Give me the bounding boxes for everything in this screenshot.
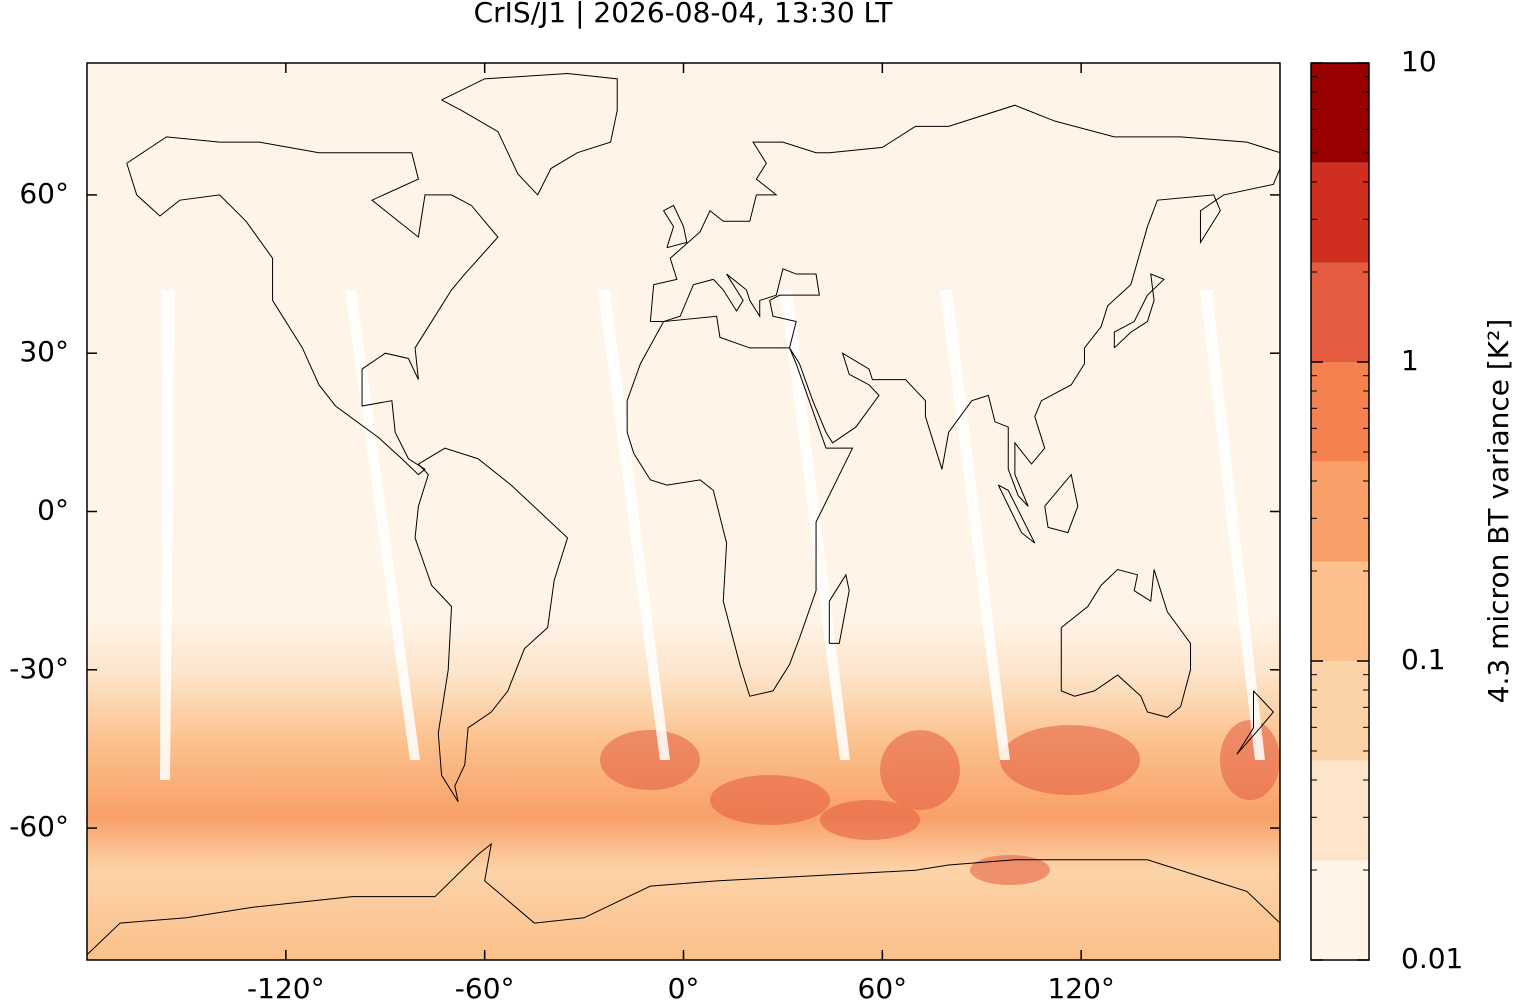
colorbar-level [1311,461,1369,562]
chart-title: CrIS/J1 | 2026-08-04, 13:30 LT [474,0,894,29]
coastline [1236,690,1275,755]
x-tick-label: -60° [455,972,515,1002]
y-tick-label: 60° [19,177,69,210]
colorbar-tick-label: 1 [1401,344,1419,377]
colorbar-level [1311,561,1369,661]
coastline [126,136,499,476]
colorbar-level [1311,262,1369,362]
coastline [997,484,1036,544]
x-tick-label: -120° [247,972,325,1002]
coastlines [87,73,1280,956]
y-tick-label: -30° [9,652,69,685]
y-tick-label: 0° [37,494,69,527]
colorbar-tick-label: 10 [1401,45,1437,78]
colorbar-label: 4.3 micron BT variance [K²] [1482,319,1515,704]
map-field [87,63,1280,960]
variance-patches [600,720,1280,885]
coastline [828,573,850,644]
coastline [1113,273,1165,349]
coastline [626,315,854,697]
y-tick-label: -60° [9,810,69,843]
x-tick-label: 60° [858,972,908,1002]
coastline [1044,473,1079,534]
colorbar-level [1311,362,1369,462]
colorbar-tick-label: 0.1 [1401,643,1446,676]
colorbar-level [1311,661,1369,761]
colorbar-level [1311,63,1369,163]
swath-gaps [160,290,1265,780]
coastline [414,447,569,802]
y-tick-label: 30° [19,335,69,368]
x-tick-label: 0° [668,972,700,1002]
colorbar-tick-label: 0.01 [1401,942,1463,975]
coastline [87,842,1280,956]
coastline [662,204,688,249]
coastline [649,104,1280,507]
colorbar-level [1311,860,1369,960]
colorbar-level [1311,162,1369,263]
x-tick-label: 120° [1047,972,1114,1002]
colorbar-frame [1310,62,1370,961]
variance-field [87,63,1280,960]
coastline [1060,568,1192,718]
coastline [441,73,618,196]
colorbar-level [1311,760,1369,861]
